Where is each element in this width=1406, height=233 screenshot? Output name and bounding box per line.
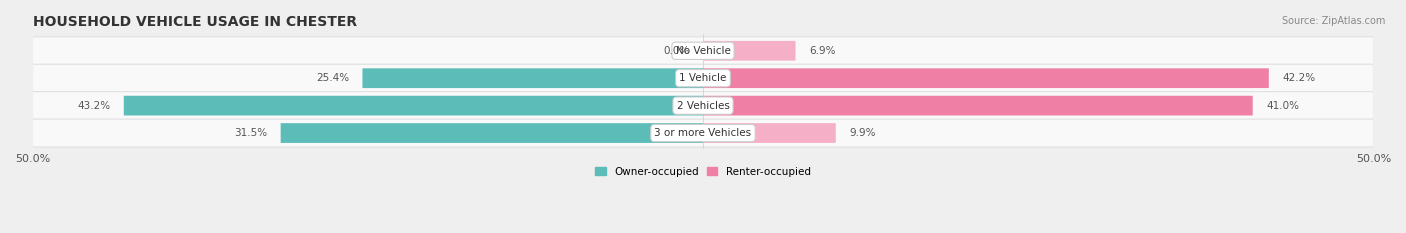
FancyBboxPatch shape	[32, 119, 1374, 147]
Text: 3 or more Vehicles: 3 or more Vehicles	[654, 128, 752, 138]
Text: 25.4%: 25.4%	[316, 73, 349, 83]
Text: 41.0%: 41.0%	[1267, 101, 1299, 111]
Text: 2 Vehicles: 2 Vehicles	[676, 101, 730, 111]
Text: Source: ZipAtlas.com: Source: ZipAtlas.com	[1281, 16, 1385, 26]
Text: 42.2%: 42.2%	[1282, 73, 1316, 83]
Text: No Vehicle: No Vehicle	[675, 46, 731, 56]
FancyBboxPatch shape	[703, 96, 1253, 116]
Text: 6.9%: 6.9%	[808, 46, 835, 56]
Text: 31.5%: 31.5%	[235, 128, 267, 138]
FancyBboxPatch shape	[703, 68, 1268, 88]
Text: 0.0%: 0.0%	[664, 46, 689, 56]
Text: 9.9%: 9.9%	[849, 128, 876, 138]
FancyBboxPatch shape	[363, 68, 703, 88]
FancyBboxPatch shape	[32, 37, 1374, 65]
FancyBboxPatch shape	[703, 123, 835, 143]
Legend: Owner-occupied, Renter-occupied: Owner-occupied, Renter-occupied	[591, 163, 815, 181]
Text: 1 Vehicle: 1 Vehicle	[679, 73, 727, 83]
FancyBboxPatch shape	[281, 123, 703, 143]
FancyBboxPatch shape	[32, 64, 1374, 92]
Text: 43.2%: 43.2%	[77, 101, 111, 111]
Text: HOUSEHOLD VEHICLE USAGE IN CHESTER: HOUSEHOLD VEHICLE USAGE IN CHESTER	[32, 15, 357, 29]
FancyBboxPatch shape	[32, 92, 1374, 120]
FancyBboxPatch shape	[124, 96, 703, 116]
FancyBboxPatch shape	[703, 41, 796, 61]
